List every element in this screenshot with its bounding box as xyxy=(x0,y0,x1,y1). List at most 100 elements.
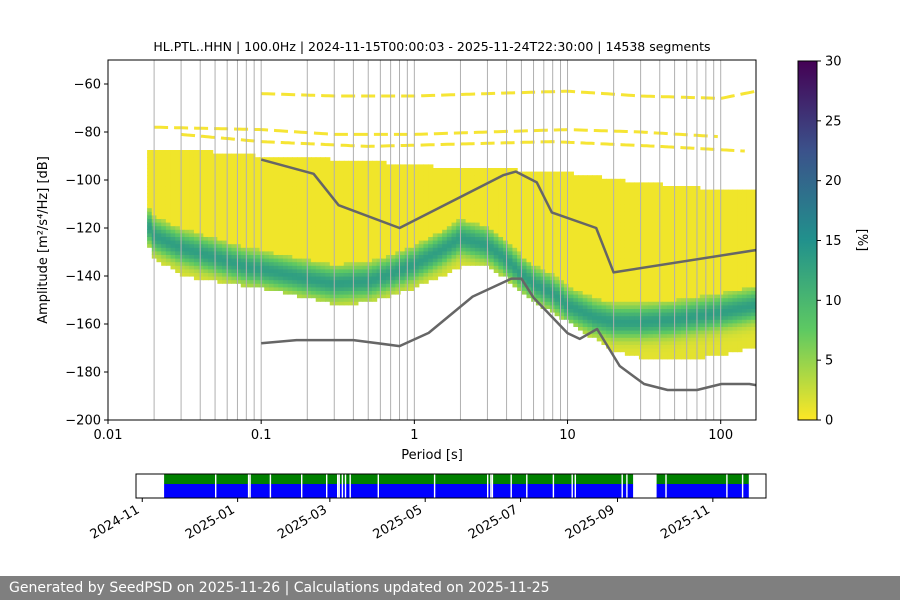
heatmap-cell xyxy=(198,240,204,245)
heatmap-cell xyxy=(465,178,471,183)
heatmap-cell xyxy=(601,290,607,295)
heatmap-cell xyxy=(357,225,364,230)
heatmap-cell xyxy=(254,171,261,176)
heatmap-cell xyxy=(189,168,195,173)
heatmap-cell xyxy=(624,200,631,205)
heatmap-cell xyxy=(245,283,251,288)
heatmap-cell xyxy=(278,178,284,183)
heatmap-cell xyxy=(634,207,640,212)
heatmap-cell xyxy=(165,168,172,173)
heatmap-cell xyxy=(381,240,387,245)
heatmap-cell xyxy=(601,304,607,309)
heatmap-cell xyxy=(264,211,270,216)
heatmap-cell xyxy=(503,211,509,216)
heatmap-cell xyxy=(456,254,462,259)
heatmap-cell xyxy=(179,261,186,266)
heatmap-cell xyxy=(676,189,682,194)
heatmap-cell xyxy=(634,186,640,191)
heatmap-cell xyxy=(301,200,307,205)
heatmap-cell xyxy=(371,290,378,295)
heatmap-cell xyxy=(517,214,523,219)
heatmap-cell xyxy=(460,218,467,223)
heatmap-cell xyxy=(353,283,359,288)
heatmap-cell xyxy=(339,272,345,277)
heatmap-cell xyxy=(690,265,696,270)
heatmap-cell xyxy=(306,240,312,245)
heatmap-cell xyxy=(334,160,340,165)
heatmap-cell xyxy=(540,222,546,227)
heatmap-cell xyxy=(259,268,265,273)
heatmap-cell xyxy=(521,258,528,263)
heatmap-cell xyxy=(189,153,195,158)
heatmap-cell xyxy=(264,196,270,201)
heatmap-cell xyxy=(273,207,279,212)
heatmap-cell xyxy=(231,243,237,248)
heatmap-cell xyxy=(320,286,326,291)
heatmap-cell xyxy=(746,207,752,212)
heatmap-cell xyxy=(587,294,593,299)
heatmap-cell xyxy=(479,178,485,183)
heatmap-cell xyxy=(236,189,242,194)
heatmap-cell xyxy=(540,182,546,187)
heatmap-cell xyxy=(596,254,603,259)
heatmap-cell xyxy=(414,186,420,191)
heatmap-cell xyxy=(573,283,579,288)
heatmap-cell xyxy=(381,189,387,194)
heatmap-cell xyxy=(264,168,270,173)
heatmap-cell xyxy=(648,351,654,356)
heatmap-cell xyxy=(432,254,439,259)
heatmap-cell xyxy=(460,232,467,237)
heatmap-cell xyxy=(254,160,261,165)
heatmap-cell xyxy=(470,204,476,209)
heatmap-cell xyxy=(662,240,668,245)
heatmap-cell xyxy=(474,214,481,219)
heatmap-cell xyxy=(676,193,682,198)
heatmap-cell xyxy=(367,222,373,227)
heatmap-cell xyxy=(526,294,532,299)
heatmap-cell xyxy=(334,294,340,299)
heatmap-cell xyxy=(751,261,756,266)
heatmap-cell xyxy=(320,178,326,183)
heatmap-cell xyxy=(489,182,495,187)
heatmap-cell xyxy=(620,204,626,209)
heatmap-cell xyxy=(741,268,748,273)
heatmap-cell xyxy=(545,189,551,194)
heatmap-cell xyxy=(460,247,467,252)
heatmap-cell xyxy=(751,337,756,342)
heatmap-cell xyxy=(231,189,237,194)
heatmap-cell xyxy=(451,258,457,263)
heatmap-cell xyxy=(371,193,378,198)
heatmap-cell xyxy=(428,258,434,263)
heatmap-cell xyxy=(198,150,204,155)
heatmap-cell xyxy=(685,254,692,259)
heatmap-cell xyxy=(175,250,181,255)
heatmap-cell xyxy=(657,232,663,237)
heatmap-cell xyxy=(732,258,738,263)
heatmap-cell xyxy=(685,301,692,306)
heatmap-cell xyxy=(278,229,284,234)
heatmap-cell xyxy=(699,326,706,331)
heatmap-cell xyxy=(451,182,457,187)
heatmap-cell xyxy=(713,265,720,270)
heatmap-cell xyxy=(723,200,729,205)
heatmap-cell xyxy=(587,301,593,306)
heatmap-cell xyxy=(334,196,340,201)
heatmap-cell xyxy=(236,279,242,284)
heatmap-cell xyxy=(189,164,195,169)
heatmap-cell xyxy=(606,240,612,245)
heatmap-cell xyxy=(732,200,738,205)
heatmap-cell xyxy=(746,340,752,345)
heatmap-cell xyxy=(746,254,752,259)
heatmap-cell xyxy=(409,254,415,259)
heatmap-cell xyxy=(193,229,200,234)
heatmap-cell xyxy=(662,344,668,349)
heatmap-cell xyxy=(474,232,481,237)
heatmap-cell xyxy=(268,229,275,234)
heatmap-cell xyxy=(428,182,434,187)
heatmap-cell xyxy=(147,150,153,155)
heatmap-cell xyxy=(667,351,673,356)
heatmap-cell xyxy=(292,204,298,209)
heatmap-cell xyxy=(563,243,570,248)
heatmap-cell xyxy=(643,283,649,288)
heatmap-cell xyxy=(268,157,275,162)
